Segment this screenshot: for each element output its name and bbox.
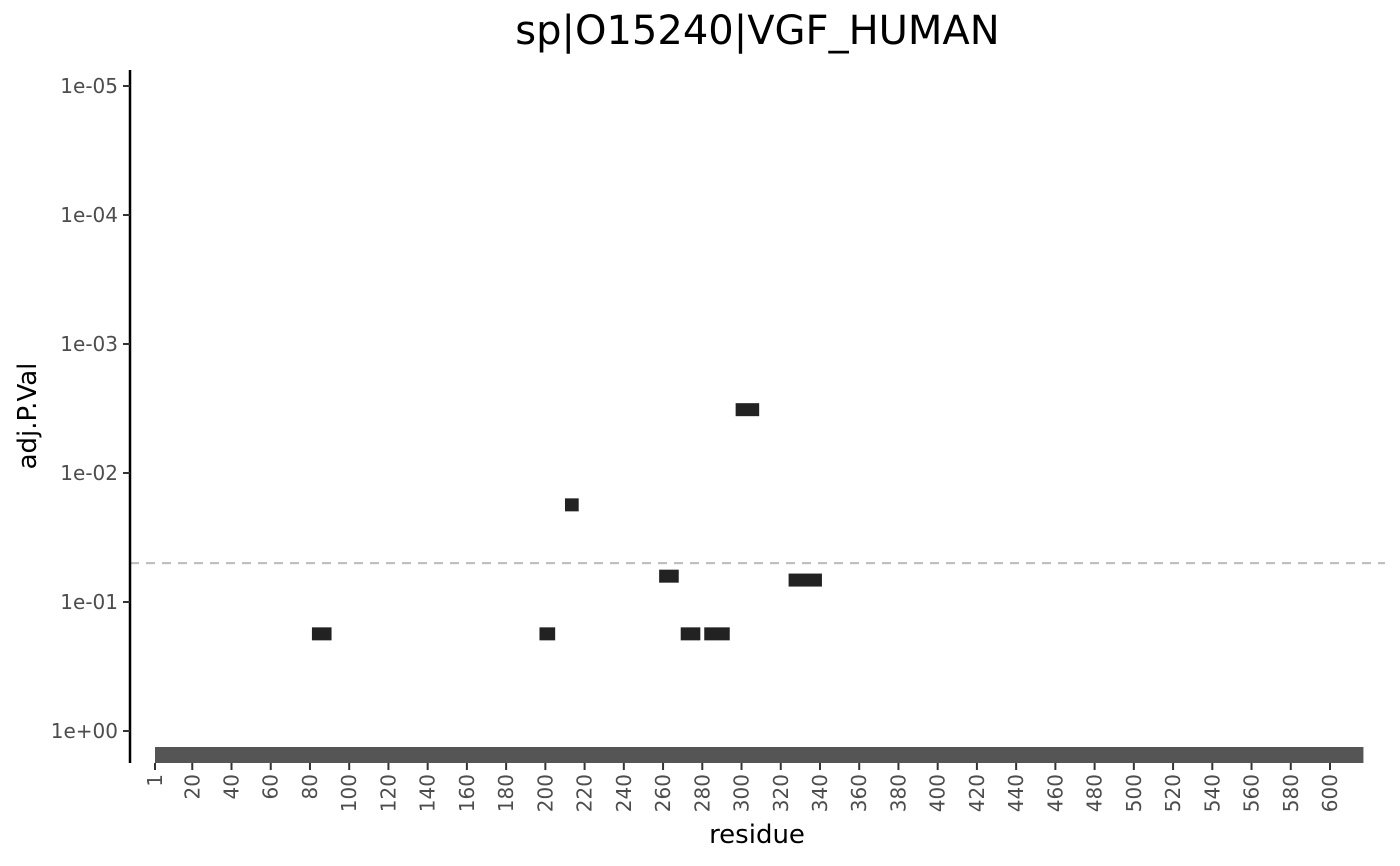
x-tick-label: 560 <box>1240 774 1264 812</box>
x-tick-label: 220 <box>573 774 597 812</box>
x-tick-label: 280 <box>690 774 714 812</box>
y-tick-label: 1e+00 <box>51 719 118 743</box>
y-tick-label: 1e-04 <box>60 203 118 227</box>
peptide-marker <box>659 569 679 583</box>
x-tick-label: 60 <box>259 774 283 799</box>
x-tick-label: 80 <box>298 774 322 799</box>
peptide-marker <box>704 627 730 641</box>
x-tick-label: 20 <box>180 774 204 799</box>
x-tick-label: 420 <box>965 774 989 812</box>
x-tick-label: 160 <box>455 774 479 812</box>
x-axis: 1 20 40 60 80 100 120 140 160 180 200 220 240 260 280 3… <box>143 763 1342 812</box>
x-tick-label: 1 <box>143 774 167 787</box>
y-tick-label: 1e-01 <box>60 590 118 614</box>
chart-title: sp|O15240|VGF_HUMAN <box>515 8 1000 54</box>
plot-area <box>130 403 1385 763</box>
y-tick-label: 1e-03 <box>60 332 118 356</box>
x-tick-label: 140 <box>416 774 440 812</box>
x-tick-label: 40 <box>220 774 244 799</box>
x-tick-label: 360 <box>847 774 871 812</box>
y-tick-label: 1e-05 <box>60 74 118 98</box>
x-tick-label: 240 <box>612 774 636 812</box>
peptide-marker <box>311 627 332 641</box>
protein-bar <box>155 747 1364 763</box>
x-tick-label: 520 <box>1161 774 1185 812</box>
x-tick-label: 480 <box>1083 774 1107 812</box>
peptide-marker <box>788 573 822 587</box>
peptide-marker <box>564 498 579 512</box>
x-tick-label: 580 <box>1279 774 1303 812</box>
peptide-marker <box>539 627 556 641</box>
x-tick-label: 100 <box>337 774 361 812</box>
x-tick-label: 120 <box>376 774 400 812</box>
x-tick-label: 440 <box>1004 774 1028 812</box>
x-tick-label: 500 <box>1122 774 1146 812</box>
x-tick-label: 180 <box>494 774 518 812</box>
x-tick-label: 460 <box>1043 774 1067 812</box>
peptide-marker <box>680 627 701 641</box>
x-tick-label: 260 <box>651 774 675 812</box>
peptide-marker <box>735 403 760 417</box>
x-tick-label: 600 <box>1318 774 1342 812</box>
y-axis: 1e+00 1e-01 1e-02 1e-03 1e-04 1e-05 <box>51 70 132 763</box>
x-tick-label: 340 <box>808 774 832 812</box>
x-axis-label: residue <box>709 820 805 850</box>
x-tick-label: 320 <box>769 774 793 812</box>
x-tick-label: 200 <box>533 774 557 812</box>
x-tick-label: 380 <box>886 774 910 812</box>
y-tick-label: 1e-02 <box>60 461 118 485</box>
y-axis-label: adj.P.Val <box>13 362 43 470</box>
x-tick-label: 400 <box>926 774 950 812</box>
x-tick-label: 300 <box>730 774 754 812</box>
x-tick-label: 540 <box>1200 774 1224 812</box>
